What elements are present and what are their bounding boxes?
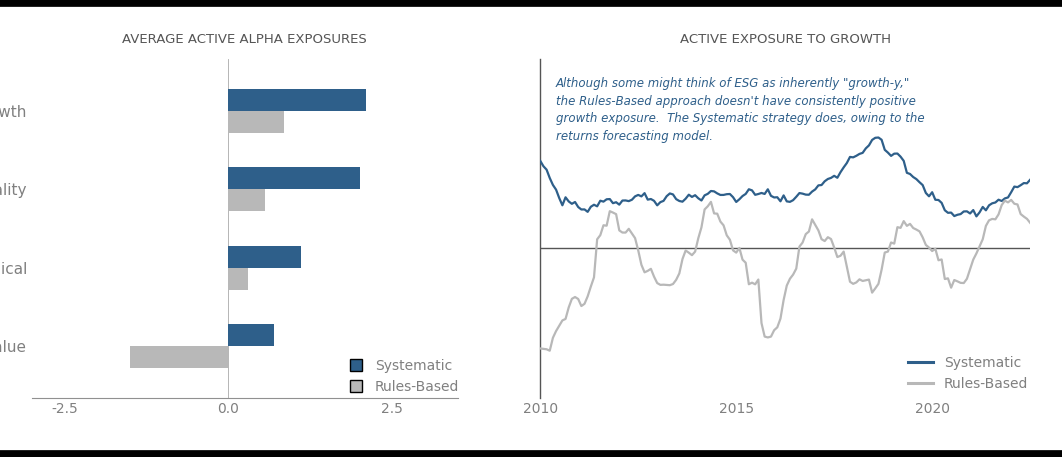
Title: ACTIVE EXPOSURE TO GROWTH: ACTIVE EXPOSURE TO GROWTH bbox=[680, 33, 891, 46]
Title: AVERAGE ACTIVE ALPHA EXPOSURES: AVERAGE ACTIVE ALPHA EXPOSURES bbox=[122, 33, 367, 46]
Bar bbox=[228, 89, 366, 111]
Legend: Systematic, Rules-Based: Systematic, Rules-Based bbox=[908, 356, 1028, 391]
Bar bbox=[228, 324, 274, 346]
Bar bbox=[131, 346, 228, 368]
Legend: Systematic, Rules-Based: Systematic, Rules-Based bbox=[342, 359, 460, 394]
Text: Although some might think of ESG as inherently "growth-y,"
the Rules-Based appro: Although some might think of ESG as inhe… bbox=[555, 77, 925, 143]
Bar bbox=[228, 167, 360, 189]
Bar bbox=[228, 111, 285, 133]
Bar bbox=[228, 246, 301, 268]
Bar bbox=[228, 268, 249, 290]
Bar bbox=[228, 189, 264, 211]
